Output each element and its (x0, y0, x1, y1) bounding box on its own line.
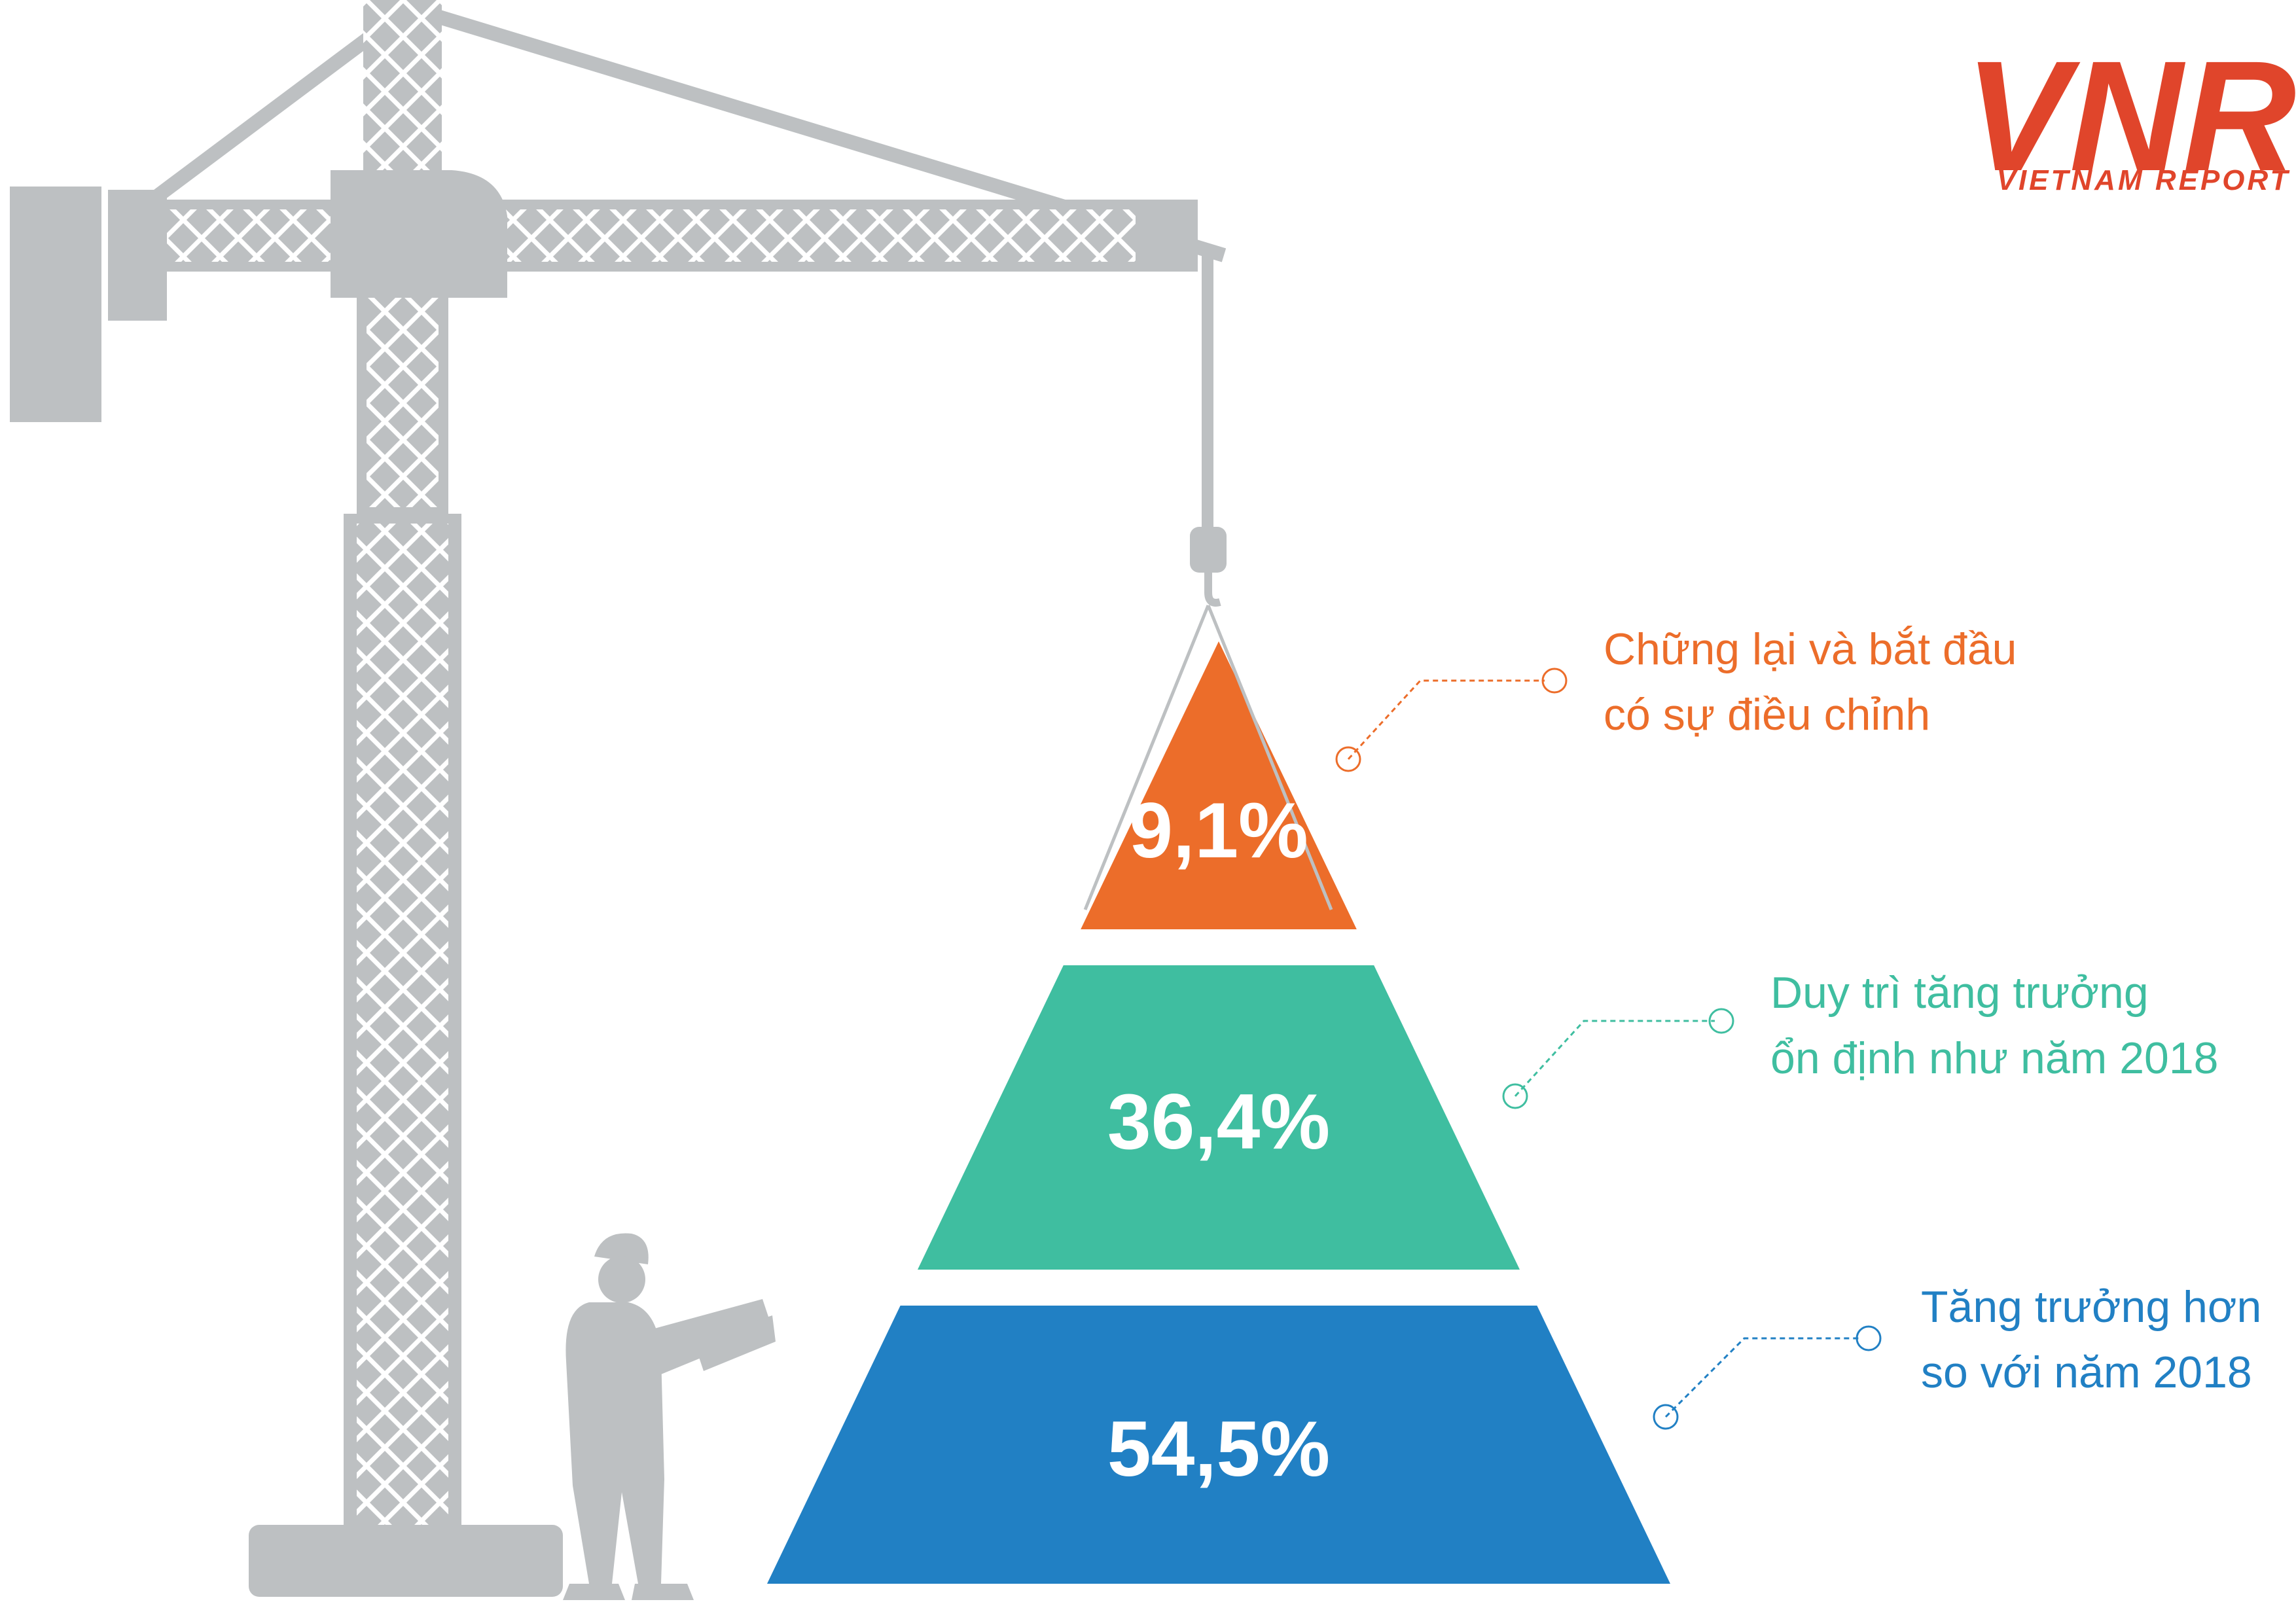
logo-subtitle: VIETNAM REPORT (1997, 164, 2291, 196)
value-label-top: 9,1% (1129, 787, 1308, 874)
pyramid-segment-middle (918, 965, 1520, 1270)
value-label-middle: 36,4% (1107, 1078, 1330, 1166)
segment-label-top-line2: có sự điều chỉnh (1604, 690, 1930, 740)
segment-label-top-line1: Chững lại và bắt đầu (1604, 624, 2017, 674)
segment-label-bottom-line1: Tăng trưởng hơn (1921, 1282, 2261, 1332)
callout-bottom: Tăng trưởng hơn so với năm 2018 (1653, 1282, 2261, 1430)
callout-top: Chững lại và bắt đầu có sự điều chỉnh (1335, 624, 2017, 772)
tower-crane-icon (10, 0, 1227, 1597)
crane-sling (1083, 605, 1333, 910)
segment-label-middle-line2: ổn định như năm 2018 (1770, 1033, 2218, 1083)
segment-label-bottom-line2: so với năm 2018 (1921, 1347, 2252, 1397)
segment-label-middle-line1: Duy trì tăng trưởng (1770, 968, 2149, 1018)
pyramid-segment-bottom (767, 1306, 1670, 1584)
pyramid-segment-top (1081, 641, 1357, 929)
vnr-logo: VNR VIETNAM REPORT (1965, 28, 2296, 204)
callout-middle: Duy trì tăng trưởng ổn định như năm 2018 (1502, 968, 2218, 1109)
pyramid-chart: 9,1% 36,4% 54,5% (767, 605, 1670, 1584)
logo-mark: VNR (1965, 28, 2296, 204)
value-label-bottom: 54,5% (1107, 1405, 1330, 1493)
construction-worker-icon (563, 1233, 776, 1600)
